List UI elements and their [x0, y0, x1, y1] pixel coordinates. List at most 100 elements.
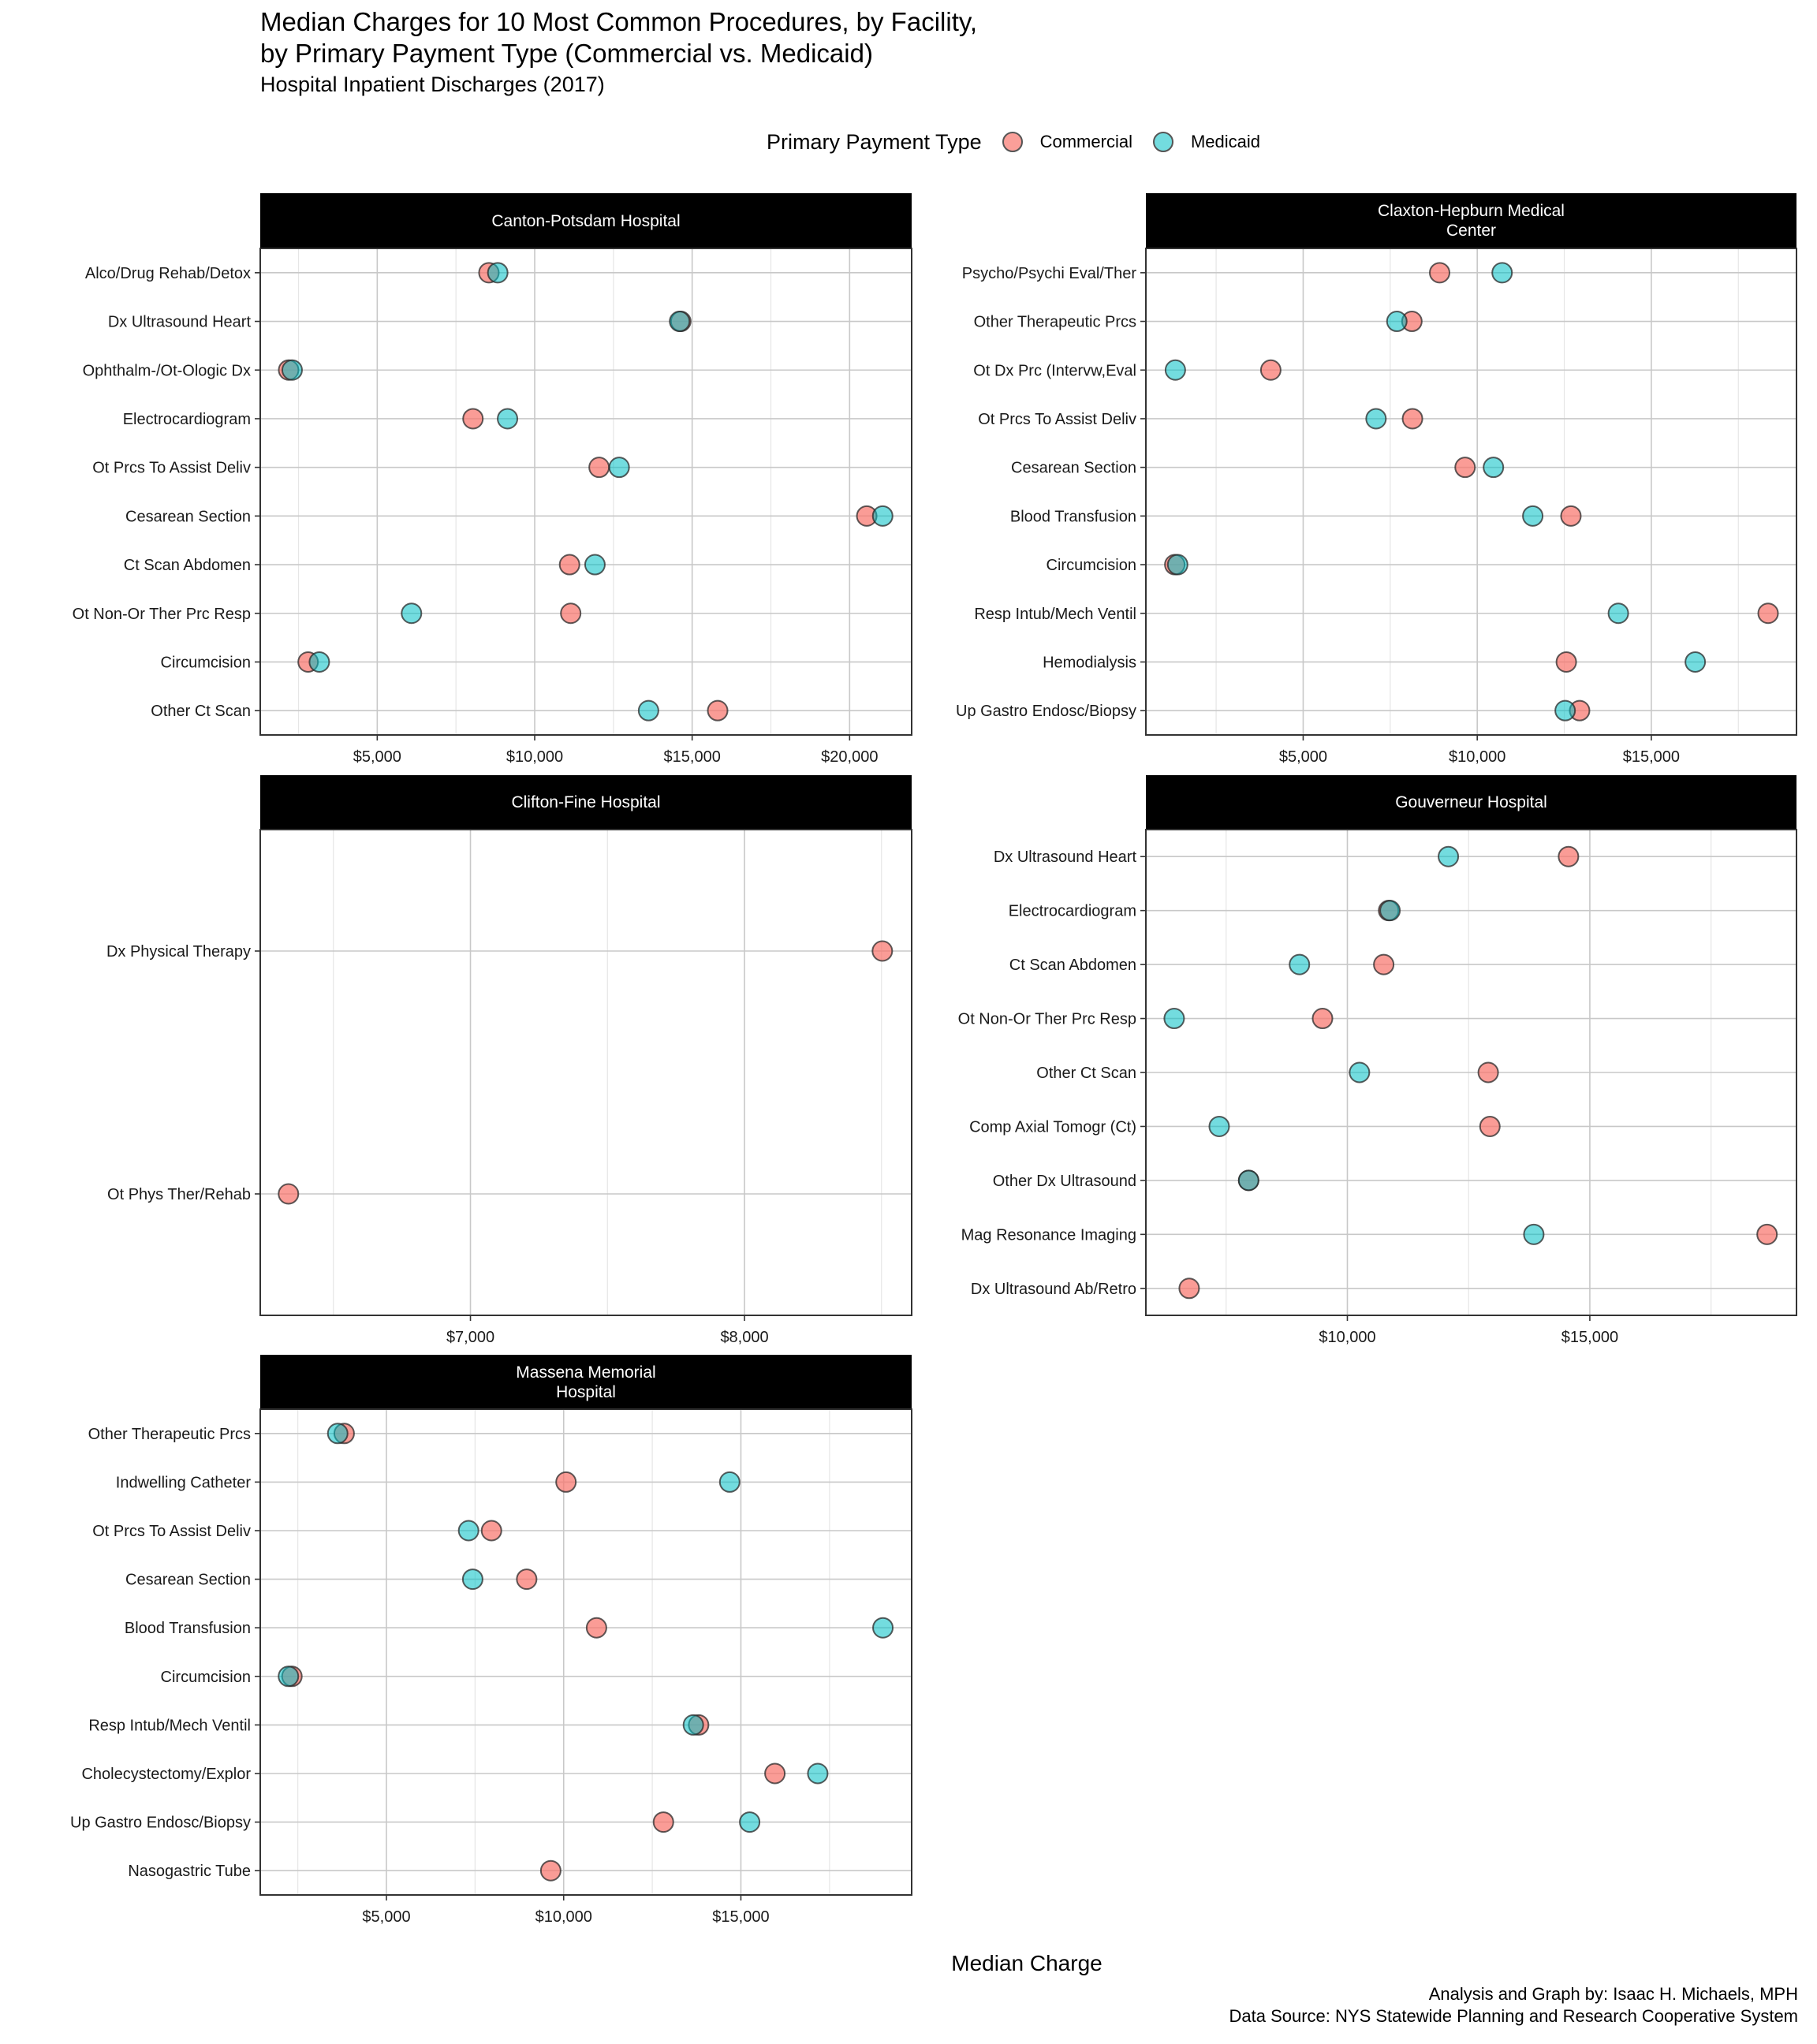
y-tick-label: Cesarean Section [125, 1572, 251, 1589]
point-commercial [1378, 900, 1400, 922]
y-tick-label: Resp Intub/Mech Ventil [974, 606, 1136, 623]
point-commercial [462, 408, 484, 430]
legend-label-commercial: Commercial [1039, 132, 1132, 151]
point-commercial [1373, 953, 1395, 975]
point-commercial [1560, 505, 1582, 527]
x-tick-label: $7,000 [446, 1329, 494, 1346]
y-tick-label: Ophthalm-/Ot-Ologic Dx [83, 362, 251, 379]
legend-key-medicaid [1152, 132, 1173, 152]
panel-border [1145, 248, 1797, 736]
y-tick-label: Ot Phys Ther/Rehab [107, 1186, 251, 1203]
y-tick-label: Electrocardiogram [1009, 903, 1136, 920]
point-medicaid [457, 1520, 479, 1542]
x-tick-label: $20,000 [821, 748, 878, 766]
y-tick-label: Indwelling Catheter [116, 1474, 252, 1491]
point-medicaid [584, 554, 606, 576]
x-tick-label: $15,000 [664, 748, 721, 766]
point-medicaid [1438, 845, 1460, 867]
y-tick-label: Cesarean Section [1011, 460, 1136, 477]
point-medicaid [1522, 505, 1544, 527]
y-tick-label: Nasogastric Tube [128, 1863, 251, 1880]
y-tick-label: Electrocardiogram [123, 411, 251, 428]
point-commercial [1555, 651, 1577, 673]
x-tick-label: $5,000 [1279, 748, 1327, 766]
panel-border [1145, 829, 1797, 1316]
point-medicaid [718, 1471, 741, 1493]
point-medicaid [1685, 651, 1707, 673]
point-medicaid [1289, 953, 1311, 975]
facet-strip-label: Hospital [556, 1382, 616, 1401]
facet-strip-gouverneur-hospital: Gouverneur Hospital [1146, 775, 1796, 830]
panel-border [259, 1408, 912, 1896]
point-commercial [585, 1617, 607, 1639]
point-commercial [856, 505, 878, 527]
facet-strip-massena-memorial-hospital: Massena Memorial Hospital [260, 1355, 912, 1409]
point-commercial [1401, 408, 1423, 430]
point-medicaid [739, 1811, 761, 1833]
point-medicaid [669, 311, 691, 333]
point-commercial [480, 1520, 502, 1542]
panel-border [259, 248, 912, 736]
legend: Primary Payment Type Commercial Medicaid [767, 125, 1281, 159]
y-tick-label: Dx Ultrasound Heart [994, 849, 1137, 866]
point-commercial [516, 1568, 538, 1591]
point-commercial [1756, 1223, 1778, 1245]
y-tick-label: Circumcision [161, 1669, 251, 1686]
chart-title-line-2: by Primary Payment Type (Commercial vs. … [260, 39, 873, 68]
facet-strip-label: Clifton-Fine Hospital [511, 793, 661, 811]
facet-strip-canton-potsdam-hospital: Canton-Potsdam Hospital [260, 193, 912, 248]
x-tick-label: $15,000 [1561, 1329, 1618, 1346]
y-tick-label: Alco/Drug Rehab/Detox [85, 265, 251, 282]
x-tick-label: $5,000 [353, 748, 401, 766]
y-tick-label: Ot Non-Or Ther Prc Resp [958, 1011, 1136, 1028]
point-medicaid [1491, 262, 1513, 284]
x-tick-label: $10,000 [506, 748, 563, 766]
y-tick-label: Resp Intub/Mech Ventil [88, 1717, 251, 1734]
point-medicaid [1365, 408, 1387, 430]
y-tick-label: Circumcision [1047, 557, 1136, 574]
point-commercial [333, 1423, 355, 1445]
x-tick-label: $8,000 [720, 1329, 768, 1346]
point-commercial [1311, 1008, 1334, 1030]
legend-label-medicaid: Medicaid [1190, 132, 1261, 151]
point-commercial [1429, 262, 1451, 284]
point-medicaid [1523, 1223, 1545, 1245]
point-medicaid [637, 699, 659, 722]
x-tick-label: $15,000 [712, 1908, 769, 1926]
y-tick-label: Ot Non-Or Ther Prc Resp [73, 606, 251, 623]
y-tick-label: Cholecystectomy/Explor [81, 1766, 251, 1783]
chart-subtitle: Hospital Inpatient Discharges (2017) [260, 73, 605, 96]
point-commercial [278, 359, 300, 381]
x-tick-label: $5,000 [362, 1908, 410, 1926]
y-tick-label: Comp Axial Tomogr (Ct) [969, 1118, 1136, 1136]
point-medicaid [401, 602, 423, 625]
y-tick-label: Ot Prcs To Assist Deliv [978, 411, 1136, 428]
y-tick-label: Hemodialysis [1043, 654, 1136, 671]
point-commercial [558, 554, 580, 576]
point-medicaid [1164, 359, 1186, 381]
point-commercial [278, 1183, 300, 1205]
point-commercial [871, 940, 894, 962]
x-tick-label: $10,000 [1449, 748, 1505, 766]
y-tick-label: Other Therapeutic Prcs [974, 314, 1136, 331]
point-commercial [1569, 699, 1591, 722]
point-commercial [555, 1471, 577, 1493]
point-medicaid [1554, 699, 1576, 722]
facet-strip-claxton-hepburn-medical-center: Claxton-Hepburn Medical Center [1146, 193, 1796, 248]
point-commercial [1178, 1278, 1200, 1300]
point-medicaid [1208, 1115, 1230, 1137]
y-tick-label: Ot Dx Prc (Intervw,Eval [973, 362, 1136, 379]
x-tick-label: $10,000 [1319, 1329, 1375, 1346]
x-tick-label: $10,000 [535, 1908, 592, 1926]
x-axis-title: Median Charge [951, 1951, 1103, 1975]
y-tick-label: Other Dx Ultrasound [993, 1173, 1136, 1190]
point-commercial [478, 262, 500, 284]
y-tick-label: Dx Physical Therapy [106, 943, 251, 960]
y-tick-label: Cesarean Section [125, 508, 251, 525]
caption-author: Analysis and Graph by: Isaac H. Michaels… [1428, 1984, 1798, 2004]
point-medicaid [278, 1665, 300, 1688]
point-medicaid [461, 1568, 483, 1591]
